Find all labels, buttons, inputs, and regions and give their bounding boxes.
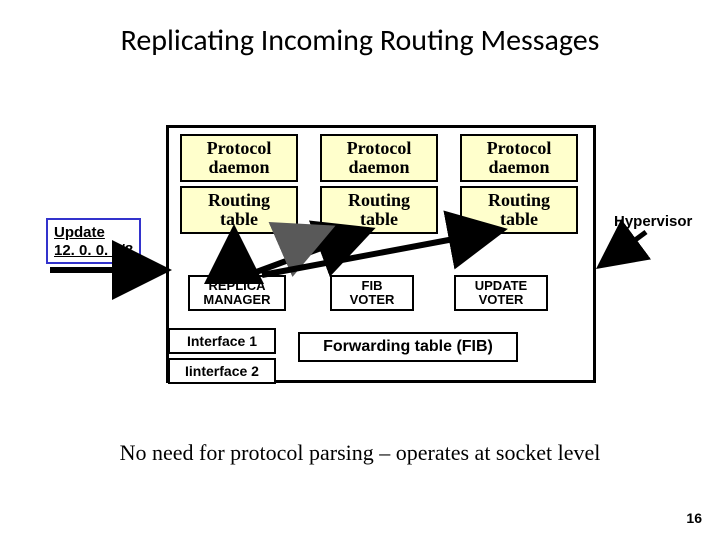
label: REPLICA [190,279,284,293]
label: Routing [182,191,296,210]
label: Update [54,224,105,241]
interface-1-box: Interface 1 [168,328,276,354]
label: Routing [462,191,576,210]
protocol-daemon-2: Protocol daemon [320,134,438,182]
routing-table-2: Routing table [320,186,438,234]
fib-box: Forwarding table (FIB) [298,332,518,362]
update-voter-box: UPDATE VOTER [454,275,548,311]
fib-voter-box: FIB VOTER [330,275,414,311]
slide-number: 16 [686,510,702,526]
label: table [322,210,436,229]
label: table [462,210,576,229]
label: daemon [462,158,576,177]
label: VOTER [456,293,546,307]
protocol-daemon-3: Protocol daemon [460,134,578,182]
label: Protocol [182,139,296,158]
label: daemon [182,158,296,177]
routing-table-3: Routing table [460,186,578,234]
label: VOTER [332,293,412,307]
label: daemon [322,158,436,177]
label: FIB [332,279,412,293]
label: Protocol [462,139,576,158]
label: table [182,210,296,229]
label: MANAGER [190,293,284,307]
interface-2-box: Iinterface 2 [168,358,276,384]
replica-manager-box: REPLICA MANAGER [188,275,286,311]
label: 12. 0. 0. 0/8 [54,242,133,259]
slide-caption: No need for protocol parsing – operates … [0,440,720,466]
label: Routing [322,191,436,210]
routing-table-1: Routing table [180,186,298,234]
update-label: Update 12. 0. 0. 0/8 [46,218,141,264]
label: Protocol [322,139,436,158]
label: UPDATE [456,279,546,293]
arrow-hypervisor [600,232,646,266]
protocol-daemon-1: Protocol daemon [180,134,298,182]
hypervisor-label: Hypervisor [614,213,692,230]
